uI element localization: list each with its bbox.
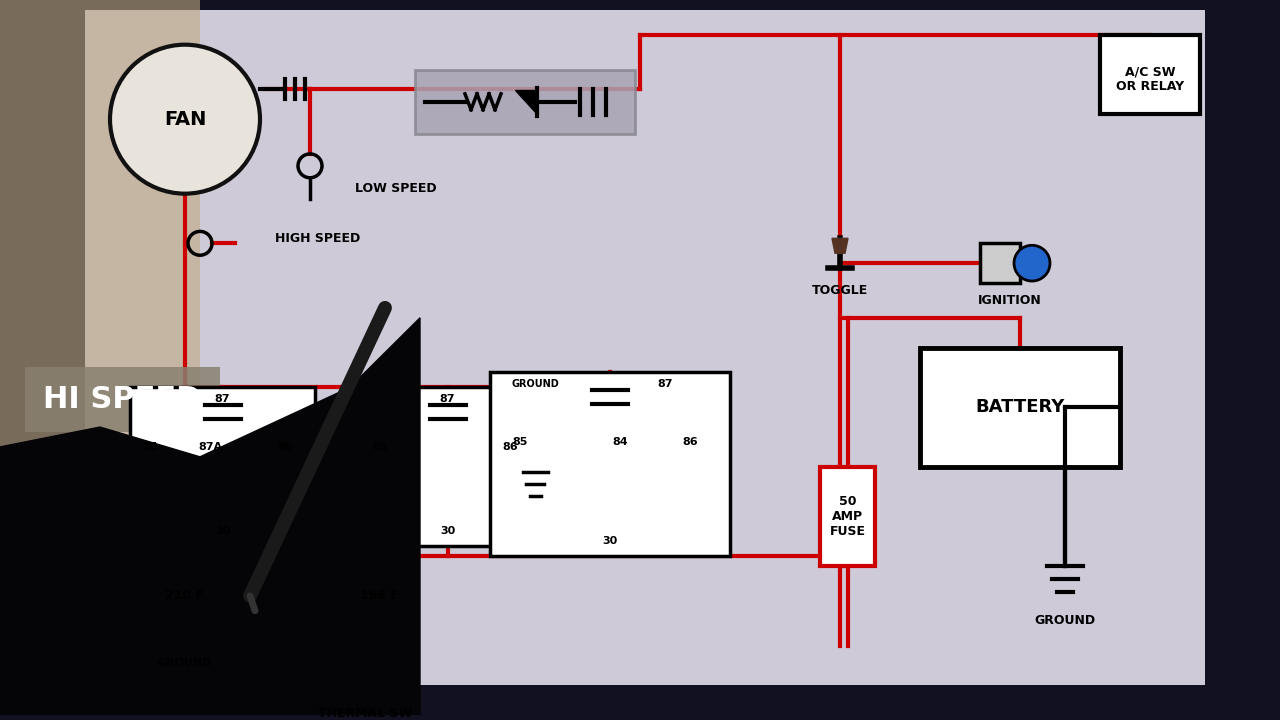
Bar <box>84 10 1204 685</box>
Text: 87: 87 <box>657 379 673 390</box>
Text: 85: 85 <box>142 442 157 452</box>
Circle shape <box>1014 246 1050 281</box>
Text: 84: 84 <box>612 437 627 447</box>
Circle shape <box>305 600 396 690</box>
Bar <box>920 348 1120 467</box>
Polygon shape <box>0 318 420 715</box>
Polygon shape <box>832 238 849 253</box>
Text: 86: 86 <box>502 442 518 452</box>
Bar <box>0 0 200 715</box>
Polygon shape <box>515 90 538 114</box>
Text: 86: 86 <box>682 437 698 447</box>
Text: GROUND: GROUND <box>1034 614 1096 627</box>
Bar <box>415 70 635 134</box>
Bar <box>490 372 730 556</box>
Text: TOGGLE: TOGGLE <box>812 284 868 297</box>
Bar <box>360 387 535 546</box>
Text: 87A: 87A <box>198 442 221 452</box>
Text: LOW SPEED: LOW SPEED <box>355 182 436 195</box>
Text: GROUND: GROUND <box>511 379 559 390</box>
Text: 87: 87 <box>215 395 230 404</box>
Text: IGNITION: IGNITION <box>978 294 1042 307</box>
Bar <box>84 10 1204 685</box>
Circle shape <box>110 45 260 194</box>
Text: 50
AMP
FUSE: 50 AMP FUSE <box>829 495 865 538</box>
Bar <box>131 387 315 546</box>
Bar <box>820 467 876 566</box>
Bar <box>26 367 220 432</box>
Text: 198 F: 198 F <box>360 590 399 603</box>
Text: BATTERY: BATTERY <box>975 398 1065 416</box>
Text: 85: 85 <box>512 437 527 447</box>
Text: 85: 85 <box>372 442 388 452</box>
Text: THERMAL SW: THERMAL SW <box>317 706 412 719</box>
Text: 30: 30 <box>440 526 456 536</box>
Text: 86: 86 <box>278 442 293 452</box>
Text: 30: 30 <box>603 536 618 546</box>
Bar <box>1100 35 1201 114</box>
Text: 210 F: 210 F <box>165 590 204 603</box>
Text: 30: 30 <box>215 526 230 536</box>
Text: A/C SW
OR RELAY: A/C SW OR RELAY <box>1116 66 1184 94</box>
Text: HI SPEED: HI SPEED <box>44 385 202 414</box>
Text: FAN: FAN <box>164 109 206 129</box>
Text: GROUND: GROUND <box>157 658 212 668</box>
Text: 87: 87 <box>440 395 456 404</box>
Bar <box>980 243 1020 283</box>
Text: HIGH SPEED: HIGH SPEED <box>275 232 360 245</box>
